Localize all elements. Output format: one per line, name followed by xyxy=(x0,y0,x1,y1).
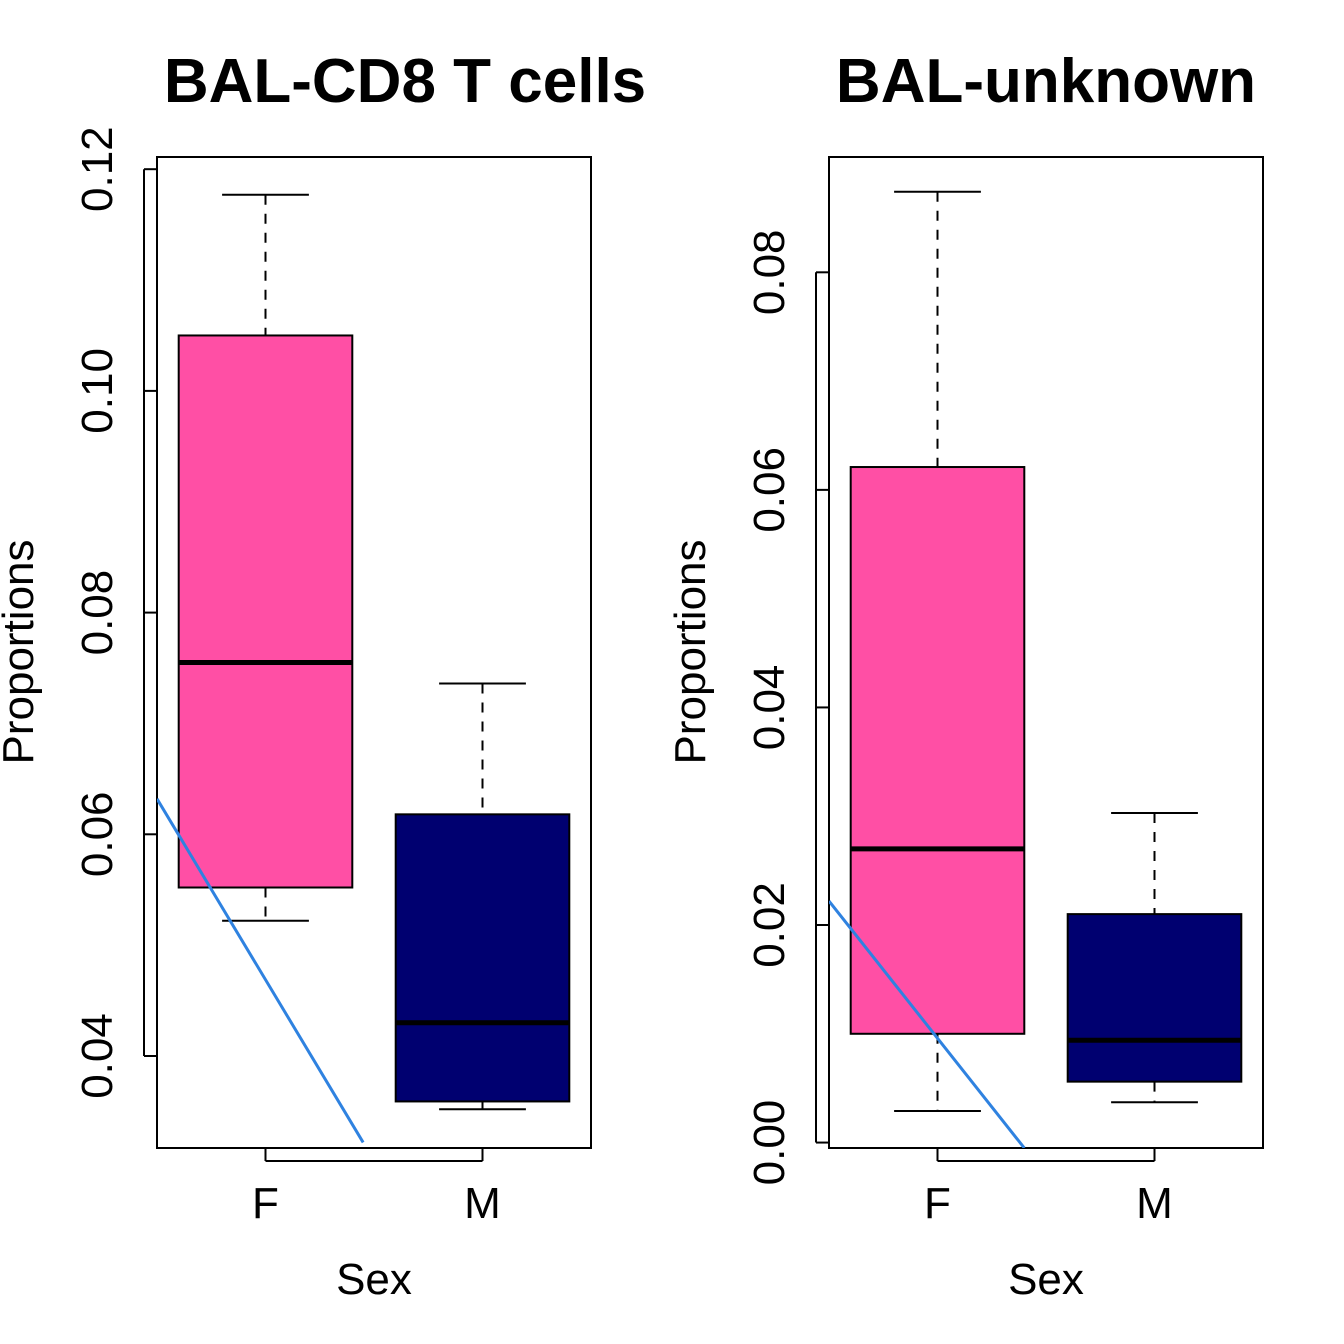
x-axis-label: Sex xyxy=(336,1255,412,1304)
box-f xyxy=(177,193,354,922)
x-tick-label: F xyxy=(924,1179,951,1228)
plot-frame xyxy=(828,156,1264,1149)
panel-bal-unknown: BAL-unknown Sex Proportions 0.00 0.02 0.04… xyxy=(666,47,1264,1304)
plot-area: 0.04 0.06 0.08 0.10 0.12 F M xyxy=(73,126,592,1228)
y-tick-label: 0.12 xyxy=(73,126,122,212)
y-tick-label: 0.06 xyxy=(73,791,122,877)
y-tick-label: 0.04 xyxy=(745,665,794,751)
y-tick-label: 0.02 xyxy=(745,882,794,968)
box-rect xyxy=(177,334,354,889)
box-rect xyxy=(849,466,1026,1035)
box-m xyxy=(394,682,571,1111)
x-tick-label: F xyxy=(252,1179,279,1228)
y-axis-label: Proportions xyxy=(0,539,43,764)
box-rect xyxy=(394,813,571,1103)
y-tick-label: 0.00 xyxy=(745,1100,794,1186)
y-tick-label: 0.08 xyxy=(73,570,122,656)
trend-line xyxy=(157,798,365,1144)
y-tick-label: 0.06 xyxy=(745,447,794,533)
box-m xyxy=(1066,811,1243,1104)
box-rect xyxy=(1066,913,1243,1083)
y-tick-label: 0.10 xyxy=(73,348,122,434)
x-axis-label: Sex xyxy=(1008,1255,1084,1304)
plot-frame xyxy=(156,156,592,1149)
x-tick-label: M xyxy=(1136,1179,1173,1228)
box-f xyxy=(849,190,1026,1113)
y-tick-label: 0.08 xyxy=(745,229,794,315)
chart-title: BAL-CD8 T cells xyxy=(164,47,646,116)
y-tick-label: 0.04 xyxy=(73,1013,122,1099)
chart-title: BAL-unknown xyxy=(836,47,1256,116)
panel-bal-cd8-t-cells: BAL-CD8 T cells Sex Proportions 0.04 0.06… xyxy=(0,47,646,1304)
y-axis-label: Proportions xyxy=(666,539,715,764)
plot-area: 0.00 0.02 0.04 0.06 0.08 F M xyxy=(745,156,1264,1228)
trend-line xyxy=(829,900,1026,1148)
x-tick-label: M xyxy=(464,1179,501,1228)
